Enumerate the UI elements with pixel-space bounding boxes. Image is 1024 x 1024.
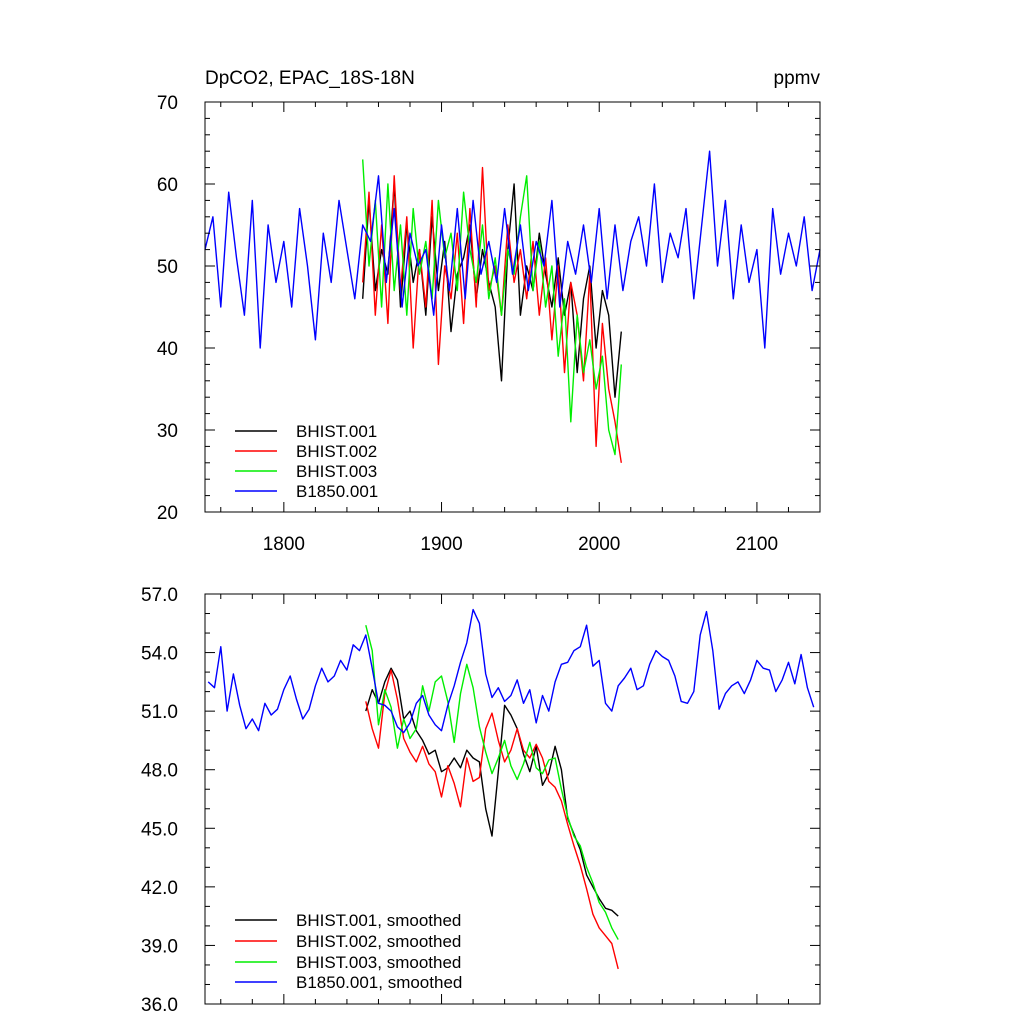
bottom-chart-series-group [207,608,815,970]
series-line [362,159,622,456]
legend-label: BHIST.002 [296,442,377,461]
bottom-chart: 36.0 39.0 42.0 45.0 48.0 51.0 54.0 57.0 BHIST.0… [141,585,821,1016]
x-tick-label: 1800 [263,534,305,555]
x-tick-label: 1900 [420,534,462,555]
legend-item: B1850.001 [235,482,378,501]
bottom-chart-ticks: 36.0 39.0 42.0 45.0 48.0 51.0 54.0 57.0 [141,585,821,1016]
series-line [365,669,619,970]
y-tick-label: 57.0 [141,585,178,606]
y-tick-label: 54.0 [141,644,178,665]
top-chart: DpCO2, EPAC_18S-18N ppmv 1800 1900 2000 210… [157,68,821,555]
bottom-chart-legend: BHIST.001, smoothed BHIST.002, smoothed … [235,911,462,992]
y-tick-label: 42.0 [141,878,178,899]
series-line [365,625,619,940]
y-tick-label: 39.0 [141,936,178,957]
y-tick-label: 48.0 [141,761,178,782]
top-chart-title: DpCO2, EPAC_18S-18N [205,68,415,89]
legend-label: B1850.001 [296,482,378,501]
series-line [362,183,622,398]
y-tick-label: 30 [157,421,178,442]
legend-item: BHIST.003 [235,462,377,481]
y-tick-label: 50 [157,257,178,278]
legend-label: BHIST.002, smoothed [296,932,461,951]
x-tick-label: 2000 [578,534,620,555]
top-chart-ticks: 1800 1900 2000 2100 20 30 40 50 60 70 [157,93,821,555]
legend-item: BHIST.002 [235,442,377,461]
x-tick-label: 2100 [736,534,778,555]
top-chart-units: ppmv [774,68,821,89]
series-line [204,150,821,349]
y-tick-label: 70 [157,93,178,114]
y-tick-label: 40 [157,339,178,360]
top-chart-series-group [204,150,821,463]
series-line [365,667,619,917]
legend-item: BHIST.002, smoothed [235,932,461,951]
legend-item: B1850.001, smoothed [235,973,462,992]
y-tick-label: 36.0 [141,995,178,1016]
legend-item: BHIST.001 [235,422,377,441]
y-tick-label: 20 [157,503,178,524]
legend-label: BHIST.001 [296,422,377,441]
y-tick-label: 51.0 [141,702,178,723]
legend-label: B1850.001, smoothed [296,973,462,992]
bottom-chart-frame [204,593,821,1005]
top-chart-legend: BHIST.001 BHIST.002 BHIST.003 B1850.001 [235,422,378,501]
legend-label: BHIST.003 [296,462,377,481]
legend-item: BHIST.003, smoothed [235,953,461,972]
legend-item: BHIST.001, smoothed [235,911,461,930]
y-tick-label: 45.0 [141,819,178,840]
series-line [207,608,815,734]
top-chart-frame [204,101,821,513]
legend-label: BHIST.001, smoothed [296,911,461,930]
legend-label: BHIST.003, smoothed [296,953,461,972]
y-tick-label: 60 [157,175,178,196]
